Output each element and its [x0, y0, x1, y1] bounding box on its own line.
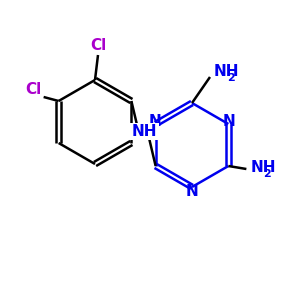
- Text: NH: NH: [132, 124, 157, 139]
- Text: NH: NH: [250, 160, 276, 175]
- Text: Cl: Cl: [26, 82, 42, 97]
- Text: N: N: [223, 113, 236, 128]
- Text: N: N: [148, 113, 161, 128]
- Text: Cl: Cl: [90, 38, 106, 53]
- Text: NH: NH: [214, 64, 239, 79]
- Text: N: N: [186, 184, 198, 199]
- Text: 2: 2: [263, 169, 271, 179]
- Text: 2: 2: [227, 73, 235, 83]
